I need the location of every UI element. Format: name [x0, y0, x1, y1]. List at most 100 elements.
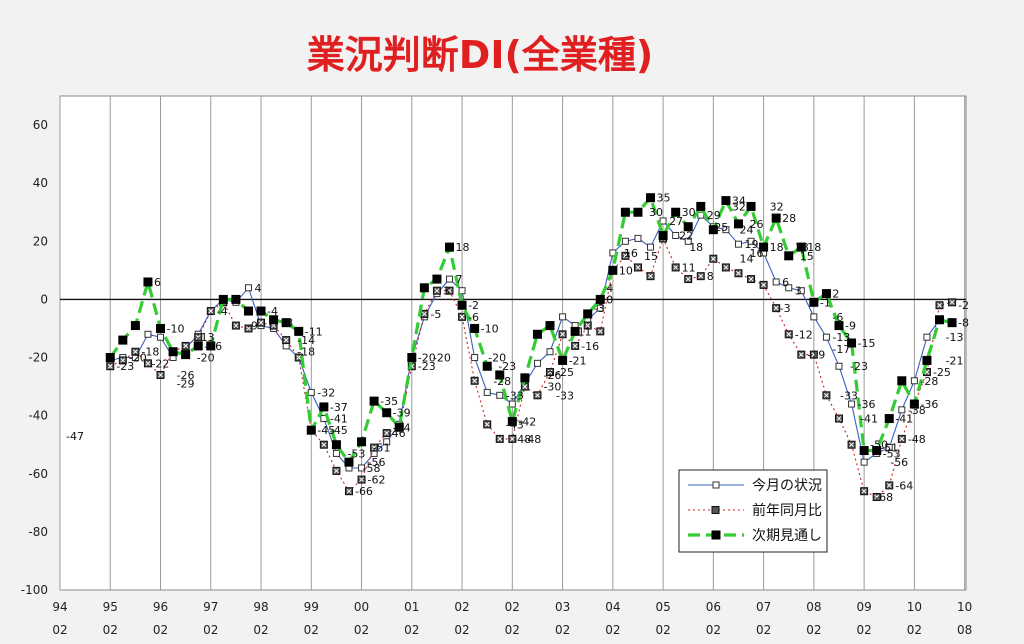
x-tick-label-year: 06 [706, 600, 721, 614]
data-label: -6 [468, 311, 479, 324]
data-point-yoy-mark [673, 265, 679, 270]
data-label: -17 [832, 343, 850, 356]
legend-label: 前年同月比 [752, 502, 822, 519]
x-tick-label-month: 02 [253, 623, 268, 637]
data-point-outlook [633, 207, 643, 217]
data-label: -37 [330, 401, 348, 414]
data-label: -47 [66, 430, 84, 443]
data-label: -2 [958, 299, 969, 312]
data-point-monthly [910, 377, 918, 385]
data-point-outlook [143, 277, 153, 287]
data-label: -10 [481, 322, 499, 335]
data-point-yoy-mark [635, 265, 641, 270]
data-point-monthly [810, 313, 818, 321]
data-point-yoy-mark [811, 352, 817, 357]
data-label: -20 [129, 352, 147, 365]
data-label: -64 [895, 479, 913, 492]
data-point-outlook [520, 373, 530, 383]
data-point-outlook [821, 289, 831, 299]
data-point-monthly [483, 388, 491, 396]
data-point-yoy-mark [824, 392, 829, 398]
data-point-yoy-mark [949, 299, 955, 305]
x-tick-label-month: 02 [806, 623, 821, 637]
data-point-outlook [218, 294, 228, 304]
data-point-yoy-mark [158, 372, 163, 378]
data-label: -8 [282, 317, 293, 330]
data-label: -53 [883, 447, 901, 460]
data-point-yoy-mark [786, 331, 792, 337]
data-label: 30 [649, 206, 663, 219]
data-point-outlook [432, 274, 442, 284]
x-tick-label-month: 02 [907, 623, 922, 637]
data-label: -21 [569, 354, 587, 367]
data-point-monthly [923, 333, 931, 341]
x-tick-label-month: 08 [957, 623, 972, 637]
legend-marker [711, 530, 721, 540]
data-label: 35 [657, 192, 671, 205]
data-point-outlook [620, 207, 630, 217]
legend-marker [712, 481, 720, 489]
data-label: -13 [197, 331, 215, 344]
data-point-monthly [559, 313, 567, 321]
data-label: -16 [204, 340, 222, 353]
data-point-outlook [646, 193, 656, 203]
data-label: -33 [506, 389, 524, 402]
legend-label: 次期見通し [752, 528, 822, 544]
data-point-outlook [759, 242, 769, 252]
data-point-outlook [306, 425, 316, 435]
data-label: -38 [908, 404, 926, 417]
data-label: -8 [958, 317, 969, 330]
data-point-monthly [734, 240, 742, 248]
data-point-monthly [471, 354, 479, 362]
data-point-yoy-mark [484, 422, 490, 427]
data-label: 6 [154, 276, 161, 289]
data-label: 14 [739, 253, 753, 266]
y-tick-label: -80 [28, 525, 48, 539]
x-tick-label-year: 98 [253, 600, 268, 614]
data-point-yoy-mark [195, 334, 201, 340]
y-tick-label: 60 [33, 118, 48, 132]
data-point-monthly [508, 400, 516, 408]
x-tick-label-month: 02 [304, 623, 319, 637]
data-point-monthly [445, 275, 453, 283]
data-point-outlook [658, 230, 668, 240]
data-point-monthly [860, 458, 868, 466]
data-point-yoy-mark [145, 360, 151, 366]
data-point-yoy-mark [183, 343, 188, 349]
data-label: 30 [682, 206, 696, 219]
data-point-outlook [570, 326, 580, 336]
data-point-outlook [796, 242, 806, 252]
data-point-outlook [269, 315, 279, 325]
data-label: -28 [493, 375, 511, 388]
data-point-monthly [898, 406, 906, 414]
legend-label: 今月の状況 [752, 478, 822, 494]
data-point-outlook [382, 408, 392, 418]
data-point-monthly [848, 400, 856, 408]
data-point-outlook [909, 399, 919, 409]
data-point-monthly [621, 237, 629, 245]
data-label: -42 [518, 415, 536, 428]
data-label: 26 [750, 218, 764, 231]
x-tick-label-month: 02 [103, 623, 118, 637]
data-point-monthly [647, 243, 655, 251]
data-point-monthly [458, 287, 466, 295]
data-label: -26 [543, 369, 561, 382]
data-point-outlook [558, 355, 568, 365]
data-point-outlook [168, 347, 178, 357]
data-point-outlook [746, 201, 756, 211]
data-label: -48 [908, 433, 926, 446]
data-label: -53 [347, 447, 365, 460]
data-label: -45 [317, 424, 335, 437]
data-label: -14 [297, 334, 315, 347]
x-tick-label-year: 94 [52, 600, 67, 614]
data-point-monthly [722, 226, 730, 234]
data-point-monthly [332, 449, 340, 457]
x-tick-label-year: 07 [756, 600, 771, 614]
data-point-yoy-mark [736, 270, 741, 276]
data-label: -13 [946, 331, 964, 344]
data-point-yoy-mark [334, 468, 339, 474]
x-tick-label-month: 02 [404, 623, 419, 637]
data-point-outlook [696, 201, 706, 211]
data-label: -20 [433, 352, 451, 365]
data-label: 32 [770, 200, 784, 213]
